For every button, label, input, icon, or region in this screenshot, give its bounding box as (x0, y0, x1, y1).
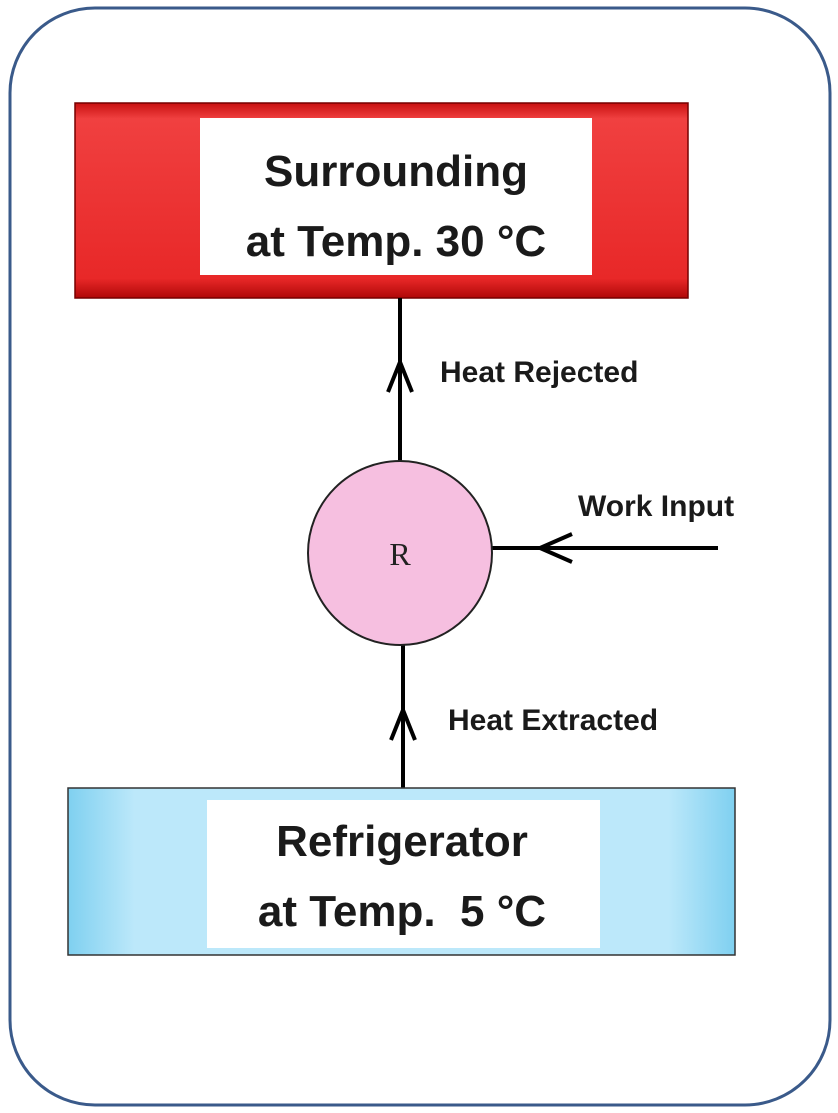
heat-extracted-head (389, 704, 417, 741)
engine-label: R (389, 536, 411, 572)
surrounding-title: Surrounding (264, 147, 528, 196)
heat-rejected-label: Heat Rejected (440, 356, 638, 389)
work-input-label: Work Input (578, 490, 734, 523)
heat-extracted-label: Heat Extracted (448, 704, 658, 737)
heat-rejected-head (386, 356, 414, 393)
arrows (386, 298, 718, 790)
refrigerator-engine (307, 460, 493, 646)
work-input-head (535, 532, 573, 564)
refrigerator-label-box (207, 800, 600, 948)
refrigerator-temp: at Temp. 5 °C (258, 887, 546, 936)
surrounding-temp: at Temp. 30 °C (246, 217, 546, 266)
refrigerator-title: Refrigerator (276, 817, 528, 866)
surrounding-label-box (200, 118, 592, 275)
